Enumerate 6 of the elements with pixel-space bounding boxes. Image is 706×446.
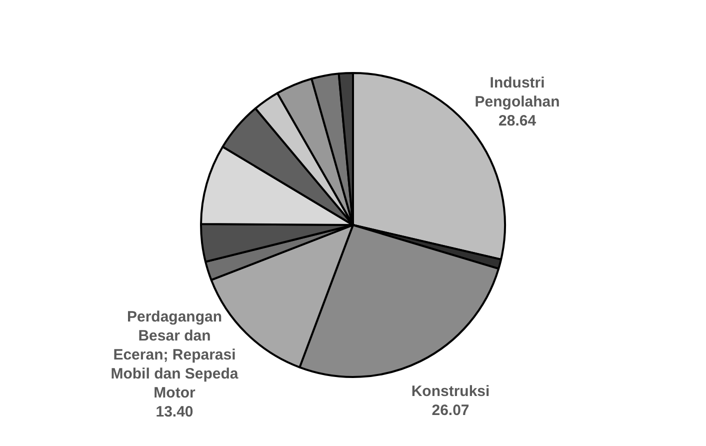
slice-label: Konstruksi [411, 383, 490, 400]
data-label: 13.40 [156, 404, 194, 421]
data-label: 26.07 [432, 402, 470, 420]
slice-label: Industri Pengolahan [474, 74, 560, 111]
data-label: 28.64 [498, 112, 537, 130]
slice-label: Perdagangan Besar dan Eceran; Reparasi Mobil dan Sepeda Motor [110, 308, 239, 402]
